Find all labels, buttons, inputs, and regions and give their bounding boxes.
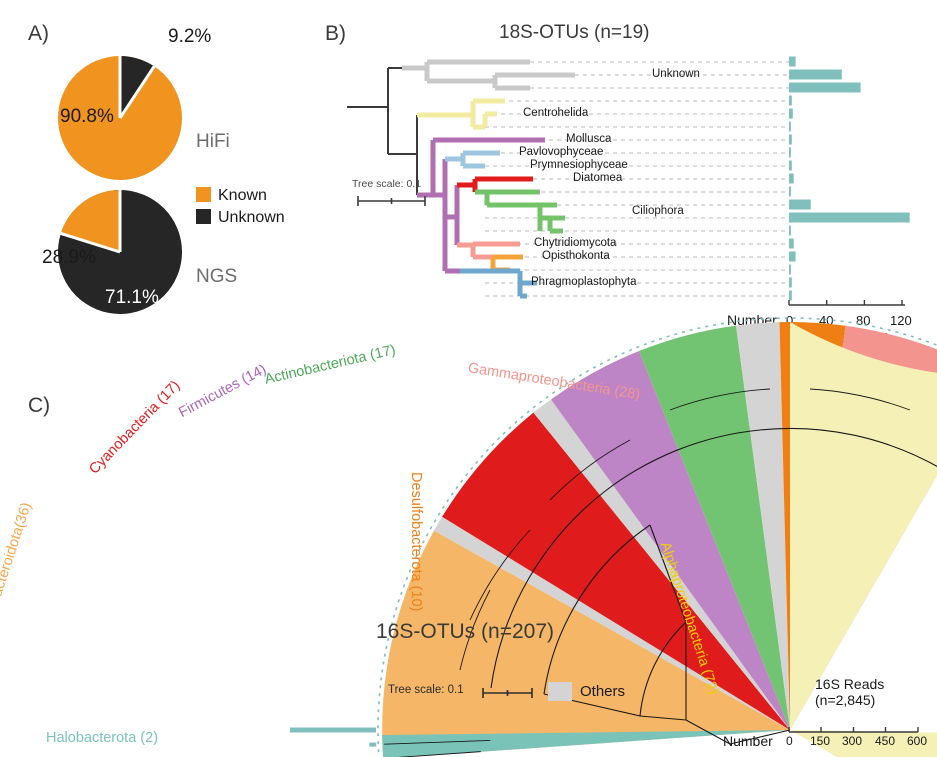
tip-label-chytridiomycota: Chytridiomycota: [534, 237, 617, 249]
sector-actinobacteriota: [639, 325, 790, 730]
panel-c-tree-scale-bar: [482, 688, 533, 698]
bar: [789, 251, 796, 262]
panel-c-axis: [788, 727, 919, 733]
panel-c-xtick-450: 450: [875, 734, 896, 748]
sector-alphaproteobacteria: [790, 322, 937, 730]
bar: [789, 95, 792, 106]
panel-c-circular-tree: [290, 317, 937, 757]
bar: [789, 186, 791, 197]
panel-b-xtick-0: 0: [786, 313, 794, 328]
bar: [789, 108, 793, 119]
clade-label-halobacterota: Halobacterota (2): [46, 730, 159, 746]
pie-ngs-known-pct: 28.9%: [42, 247, 96, 268]
bar: [789, 212, 910, 223]
pie-hifi-unknown-pct: 9.2%: [168, 26, 212, 47]
panel-b-title: 18S-OTUs (n=19): [499, 22, 650, 43]
sector-halobacterota: [382, 730, 790, 757]
pie-hifi: [58, 56, 182, 180]
panel-b-xtick-120: 120: [890, 313, 912, 328]
panel-a-legend: Known Unknown: [196, 187, 285, 227]
tip-label-opisthokonta: Opisthokonta: [542, 250, 610, 262]
tip-label-phragmoplastophyta: Phragmoplastophyta: [531, 276, 637, 288]
bar: [789, 82, 861, 93]
panel-c-axis-name: Number: [723, 733, 773, 749]
panel-b-tree-scale-label: Tree scale: 0.1: [352, 178, 422, 190]
tip-label-mollusca: Mollusca: [566, 133, 612, 145]
bar: [789, 238, 794, 249]
panel-b-tree: [347, 59, 790, 299]
tip-label-unknown: Unknown: [652, 68, 700, 80]
sector-bacteroidota: [382, 530, 790, 757]
bar: [789, 199, 811, 210]
bars: [789, 56, 910, 301]
terminal-branches: [384, 740, 491, 757]
sector-firmicutes: [551, 351, 790, 730]
sector-others-2: [533, 399, 790, 730]
panel-b-tree-scale-bar: [357, 196, 426, 206]
tip-label-centrohelida: Centrohelida: [523, 107, 589, 119]
radial-bars: [290, 727, 378, 757]
bar: [789, 160, 792, 171]
legend-swatch-unknown: [196, 209, 211, 224]
pie-hifi-known-pct: 90.8%: [60, 106, 114, 127]
legend-label-known: Known: [218, 187, 267, 204]
tip-label-pavlovophyceae: Pavlovophyceae: [519, 146, 604, 158]
sector-others-1: [434, 516, 790, 730]
panel-c-title: 16S-OTUs (n=207): [376, 620, 554, 643]
bar: [789, 121, 791, 132]
tip-label-ciliophora: Ciliophora: [632, 205, 684, 217]
bar: [789, 225, 791, 236]
bar: [789, 69, 842, 80]
panel-c-reads-line1: 16S Reads: [815, 676, 885, 692]
panel-c-letter: C): [28, 394, 51, 417]
bar: [789, 134, 792, 145]
panel-a-letter: A): [28, 22, 49, 45]
panel-b-xtick-80: 80: [856, 313, 871, 328]
clade-label-desulfobacterota: Desulfobacterota (10): [408, 472, 424, 612]
pie-ngs-unknown-pct: 71.1%: [105, 287, 159, 308]
tip-label-prymnesiophyceae: Prymnesiophyceae: [530, 159, 628, 171]
panel-c-xtick-150: 150: [810, 734, 831, 748]
legend-swatch-known: [196, 187, 211, 202]
panel-c-others-label: Others: [580, 683, 626, 700]
sector-cyanobacteria: [442, 412, 790, 730]
bar: [789, 56, 796, 67]
pie-ngs: [58, 189, 182, 314]
panel-c-xtick-300: 300: [842, 734, 863, 748]
legend-label-unknown: Unknown: [218, 209, 285, 226]
sector-others-3: [736, 322, 790, 730]
legend-item-unknown: Unknown: [196, 209, 285, 227]
bar: [789, 173, 794, 184]
panel-a-pies: [58, 56, 182, 314]
panel-c-reads-line2: (n=2,845): [815, 692, 876, 709]
panel-b-barchart: [788, 56, 910, 306]
bar: [789, 147, 791, 158]
panel-c-xtick-600: 600: [907, 734, 928, 748]
bar: [789, 264, 791, 275]
panel-b-letter: B): [325, 22, 346, 45]
bar: [789, 277, 792, 288]
tree-branches: [384, 388, 937, 757]
panel-c-reads-caption: 16S Reads (n=2,845): [815, 676, 935, 708]
tip-label-diatomea: Diatomea: [573, 172, 623, 184]
bar: [789, 290, 792, 301]
pie-ngs-name: NGS: [196, 266, 238, 287]
clade-sectors: [382, 321, 937, 757]
panel-c-others-swatch: [548, 682, 572, 701]
pie-hifi-name: HiFi: [196, 131, 230, 152]
x-axis: [788, 300, 905, 306]
panel-c-tree-scale-label: Tree scale: 0.1: [388, 684, 464, 696]
legend-item-known: Known: [196, 187, 285, 205]
panel-c-xtick-0: 0: [786, 734, 793, 748]
